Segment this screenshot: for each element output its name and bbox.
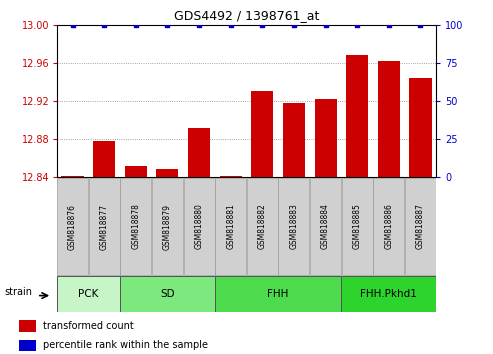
Bar [125,166,147,177]
Text: GSM818878: GSM818878 [131,204,141,250]
Bar [315,99,337,177]
Bar [409,78,431,177]
Text: GSM818882: GSM818882 [258,204,267,250]
Text: GSM818883: GSM818883 [289,204,298,250]
Bar [19,339,36,351]
Text: GSM818876: GSM818876 [68,204,77,250]
Text: GSM818884: GSM818884 [321,204,330,250]
Text: GSM818881: GSM818881 [226,204,235,250]
Bar [19,320,36,332]
FancyBboxPatch shape [152,178,183,275]
FancyBboxPatch shape [183,178,214,275]
Text: FHH.Pkhd1: FHH.Pkhd1 [360,289,417,299]
Point [69,22,76,28]
Point [353,22,361,28]
Text: percentile rank within the sample: percentile rank within the sample [43,341,208,350]
Text: strain: strain [4,287,33,297]
Point [227,22,235,28]
Text: GSM818886: GSM818886 [385,204,393,250]
Text: GSM818877: GSM818877 [100,204,108,250]
Bar [57,276,120,312]
FancyBboxPatch shape [405,178,436,275]
Text: GSM818887: GSM818887 [416,204,425,250]
Title: GDS4492 / 1398761_at: GDS4492 / 1398761_at [174,9,319,22]
FancyBboxPatch shape [342,178,373,275]
Point [132,22,140,28]
Point [290,22,298,28]
Bar [378,61,400,177]
Bar [188,127,210,177]
FancyBboxPatch shape [373,178,404,275]
FancyBboxPatch shape [310,178,341,275]
Bar [283,103,305,177]
FancyBboxPatch shape [279,178,310,275]
FancyBboxPatch shape [57,178,88,275]
Bar [120,276,215,312]
FancyBboxPatch shape [120,178,151,275]
Point [258,22,266,28]
Bar [219,176,242,177]
FancyBboxPatch shape [89,178,120,275]
Point [417,22,424,28]
Text: transformed count: transformed count [43,321,134,331]
Bar [156,169,178,177]
FancyBboxPatch shape [215,178,246,275]
Bar [341,276,436,312]
Text: PCK: PCK [78,289,99,299]
Bar [62,176,84,177]
FancyBboxPatch shape [247,178,278,275]
Text: GSM818879: GSM818879 [163,204,172,250]
Point [195,22,203,28]
Point [100,22,108,28]
Point [164,22,172,28]
Bar [93,141,115,177]
Text: SD: SD [160,289,175,299]
Point [385,22,393,28]
Text: FHH: FHH [267,289,289,299]
Bar [215,276,341,312]
Bar [346,55,368,177]
Text: GSM818880: GSM818880 [195,204,204,250]
Text: GSM818885: GSM818885 [352,204,362,250]
Bar [251,91,274,177]
Point [321,22,329,28]
